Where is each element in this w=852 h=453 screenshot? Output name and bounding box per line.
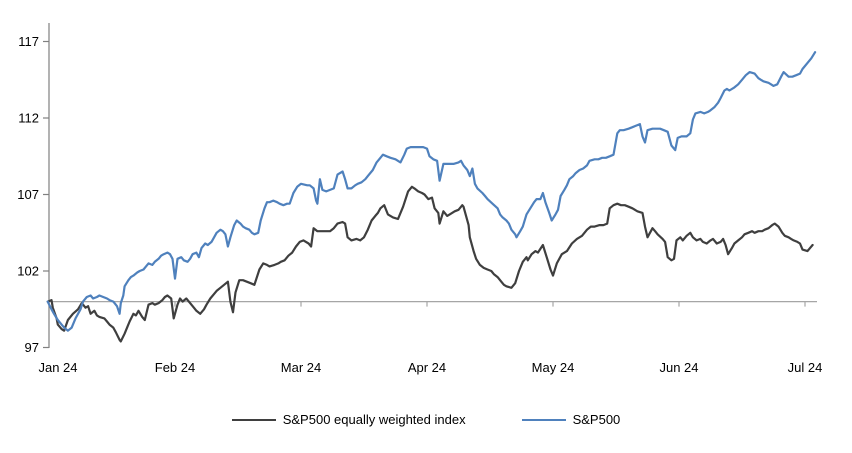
legend-label-sp500: S&P500 (572, 412, 621, 427)
x-tick-label: Apr 24 (408, 360, 446, 375)
x-tick-label: Jan 24 (38, 360, 77, 375)
y-tick-label: 102 (17, 264, 39, 279)
x-tick-label: Jun 24 (659, 360, 698, 375)
series-line-eqw (46, 185, 814, 343)
sp500-line-sample (521, 418, 566, 421)
legend-item-eqw: S&P500 equally weighted index (231, 412, 466, 427)
legend-label-eqw: S&P500 equally weighted index (282, 412, 466, 427)
x-tick-label: Feb 24 (155, 360, 195, 375)
eqw-line-sample (231, 418, 276, 421)
x-tick-label: May 24 (532, 360, 575, 375)
y-tick-label: 117 (18, 34, 39, 49)
x-tick-label: Mar 24 (281, 360, 321, 375)
series-line-sp500 (46, 51, 817, 332)
y-tick-label: 97 (25, 340, 39, 355)
legend: S&P500 equally weighted index S&P500 (0, 412, 852, 427)
y-tick-label: 107 (17, 187, 39, 202)
x-tick-label: Jul 24 (788, 360, 823, 375)
y-tick-label: 112 (18, 111, 39, 126)
legend-item-sp500: S&P500 (521, 412, 621, 427)
